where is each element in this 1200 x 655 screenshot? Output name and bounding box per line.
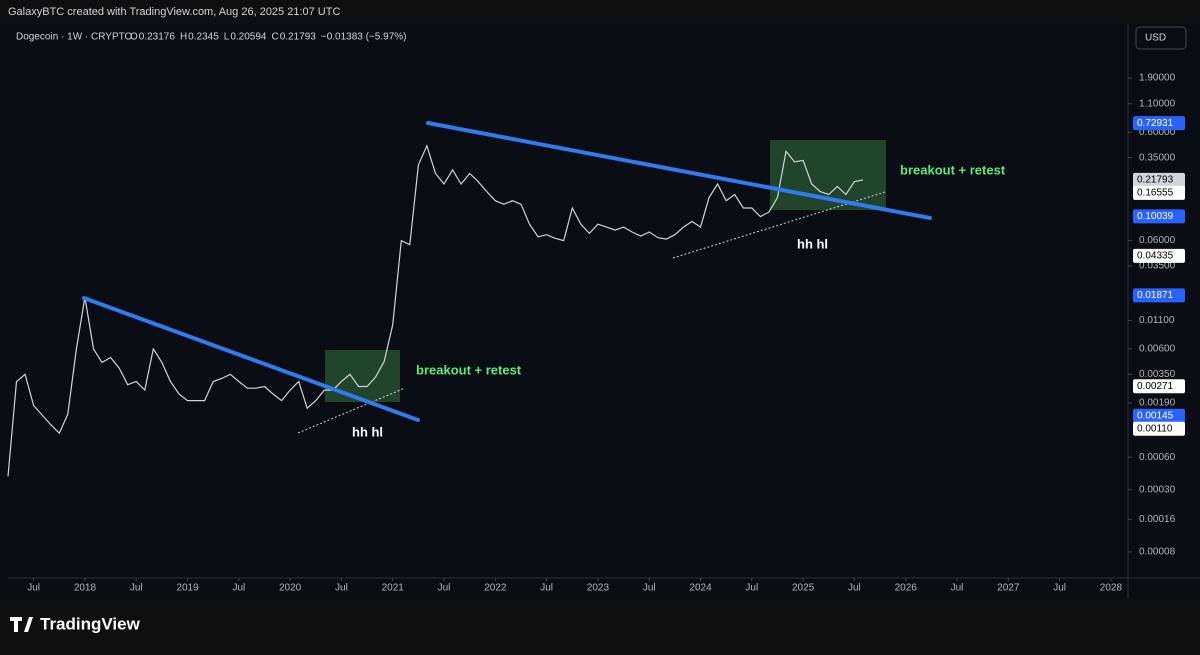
x-tick-label: 2024 bbox=[689, 583, 712, 594]
x-tick-label: 2028 bbox=[1100, 583, 1123, 594]
y-tick-label: 0.60000 bbox=[1139, 127, 1176, 138]
price-label-box bbox=[1133, 379, 1185, 394]
price-label: 0.10039 bbox=[1137, 211, 1174, 222]
support-line bbox=[297, 387, 406, 434]
annotation: hh hl bbox=[352, 424, 383, 439]
x-tick-label: 2026 bbox=[895, 583, 918, 594]
ohlc-value: 0.2345 bbox=[188, 32, 219, 43]
price-label-box bbox=[1133, 408, 1185, 423]
ohlc-value: 0.23176 bbox=[139, 32, 176, 43]
logo-icon bbox=[10, 617, 33, 632]
symbol: Dogecoin · 1W · CRYPTO bbox=[16, 32, 133, 43]
annotation: hh hl bbox=[797, 236, 828, 251]
price-label: 0.72931 bbox=[1137, 118, 1174, 129]
price-label-box bbox=[1133, 421, 1185, 436]
ohlc-value: 0.21793 bbox=[280, 32, 317, 43]
x-tick-label: Jul bbox=[438, 583, 451, 594]
ohlc-key: O bbox=[130, 32, 138, 43]
y-tick-label: 0.00190 bbox=[1139, 398, 1176, 409]
logo: TradingView bbox=[10, 614, 141, 633]
price-label: 0.00110 bbox=[1137, 423, 1173, 434]
price-label: 0.00145 bbox=[1137, 410, 1174, 421]
annotation: breakout + retest bbox=[416, 362, 522, 377]
trendline bbox=[426, 121, 932, 220]
price-label-box bbox=[1133, 288, 1185, 303]
price-label: 0.04335 bbox=[1137, 251, 1174, 262]
y-tick-label: 0.00060 bbox=[1139, 452, 1176, 463]
x-tick-label: Jul bbox=[540, 583, 553, 594]
x-tick-label: 2027 bbox=[997, 583, 1020, 594]
price-label: 0.21793 bbox=[1137, 175, 1174, 186]
x-tick-label: Jul bbox=[232, 583, 245, 594]
x-tick-label: 2023 bbox=[587, 583, 610, 594]
price-label-box bbox=[1133, 209, 1185, 224]
y-tick-label: 0.06000 bbox=[1139, 235, 1176, 246]
y-tick-label: 1.90000 bbox=[1139, 73, 1176, 84]
y-tick-label: 0.00350 bbox=[1139, 369, 1176, 380]
price-label: 0.16555 bbox=[1137, 188, 1174, 199]
price-label-box bbox=[1133, 116, 1185, 131]
x-tick-label: Jul bbox=[951, 583, 964, 594]
trendline bbox=[82, 296, 420, 422]
price-label-box bbox=[1133, 185, 1185, 200]
chart-panel bbox=[0, 24, 1200, 598]
x-tick-label: Jul bbox=[643, 583, 656, 594]
x-tick-label: Jul bbox=[745, 583, 758, 594]
currency-label[interactable]: USD bbox=[1145, 33, 1166, 44]
trendlines bbox=[82, 121, 932, 422]
ohlc-key: H bbox=[180, 32, 187, 43]
ohlc-key: L bbox=[224, 32, 230, 43]
y-tick-label: 0.01100 bbox=[1139, 315, 1175, 326]
x-tick-label: 2025 bbox=[792, 583, 815, 594]
change: −0.01383 (−5.97%) bbox=[321, 32, 407, 43]
price-label: 0.01871 bbox=[1137, 290, 1174, 301]
x-tick-label: 2020 bbox=[279, 583, 302, 594]
logo-text: TradingView bbox=[40, 614, 141, 633]
price-label: 0.00271 bbox=[1137, 381, 1174, 392]
y-tick-label: 0.03500 bbox=[1139, 261, 1176, 272]
x-tick-label: 2022 bbox=[484, 583, 507, 594]
x-tick-label: Jul bbox=[1053, 583, 1066, 594]
x-tick-label: Jul bbox=[848, 583, 861, 594]
y-tick-label: 1.10000 bbox=[1139, 98, 1176, 109]
y-tick-label: 0.00016 bbox=[1139, 514, 1176, 525]
x-tick-label: Jul bbox=[130, 583, 143, 594]
highlight-box bbox=[325, 350, 400, 402]
y-tick-label: 0.00008 bbox=[1139, 547, 1176, 558]
header-text: GalaxyBTC created with TradingView.com, … bbox=[8, 6, 340, 18]
y-tick-label: 0.00030 bbox=[1139, 484, 1176, 495]
x-tick-label: Jul bbox=[27, 583, 40, 594]
x-tick-label: 2019 bbox=[176, 583, 199, 594]
y-tick-label: 0.00600 bbox=[1139, 344, 1176, 355]
price-line bbox=[7, 144, 864, 477]
ohlc-value: 0.20594 bbox=[230, 32, 267, 43]
annotation: breakout + retest bbox=[900, 162, 1006, 177]
y-tick-label: 0.35000 bbox=[1139, 152, 1176, 163]
price-label-box bbox=[1133, 248, 1185, 263]
x-tick-label: 2018 bbox=[74, 583, 97, 594]
x-tick-label: 2021 bbox=[382, 583, 405, 594]
currency-button[interactable] bbox=[1135, 26, 1187, 50]
x-tick-label: Jul bbox=[335, 583, 348, 594]
ohlc-key: C bbox=[271, 32, 278, 43]
